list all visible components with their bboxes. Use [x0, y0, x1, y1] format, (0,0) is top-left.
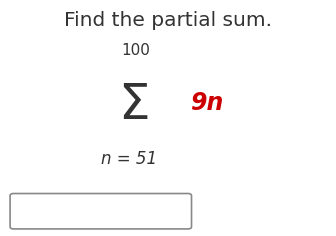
- Text: n = 51: n = 51: [101, 150, 158, 168]
- Text: Σ: Σ: [119, 81, 150, 129]
- Text: 100: 100: [122, 43, 151, 58]
- Text: 9n: 9n: [190, 91, 223, 115]
- FancyBboxPatch shape: [10, 194, 192, 229]
- Text: Find the partial sum.: Find the partial sum.: [64, 11, 272, 30]
